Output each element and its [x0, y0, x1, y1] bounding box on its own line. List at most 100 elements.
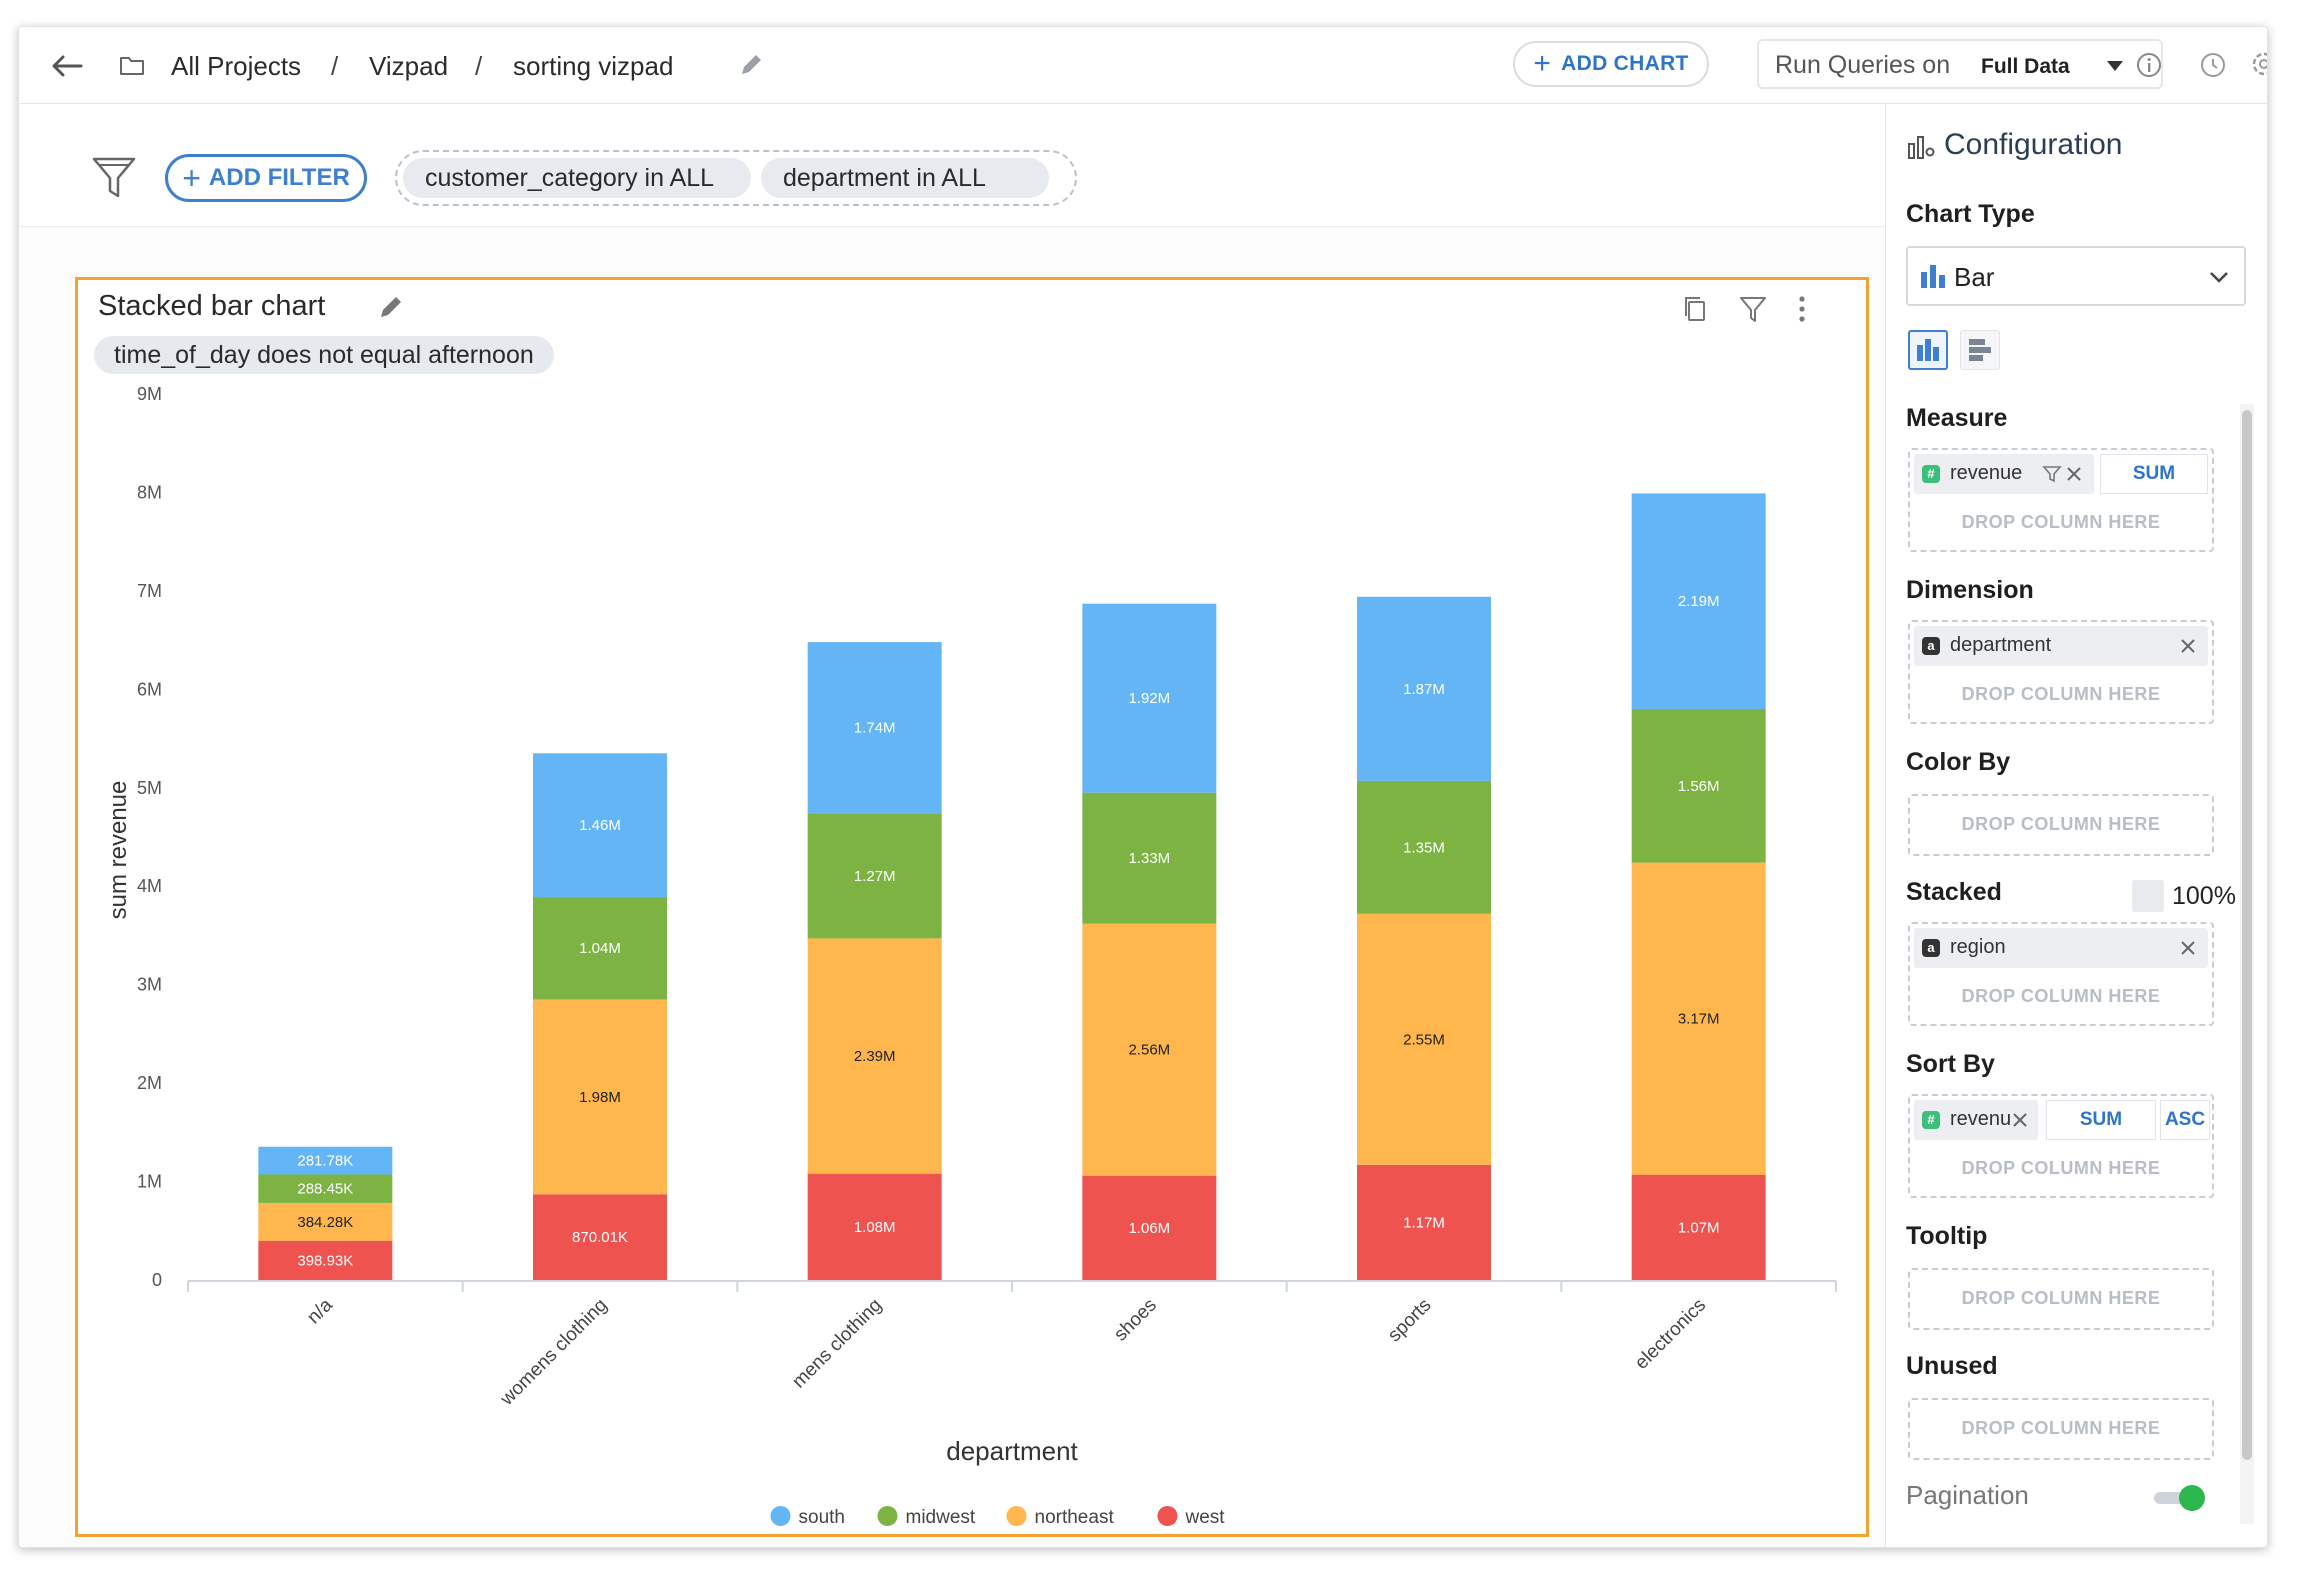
- stacked-dropzone[interactable]: a region DROP COLUMN HERE: [1908, 922, 2214, 1026]
- drop-hint: DROP COLUMN HERE: [1961, 684, 2161, 704]
- x-axis-title: department: [946, 1436, 1078, 1466]
- stacked-bar-chart: 0 1M 2M 3M 4M 5M 6M 7M 8M 9M 398.93K 384.28K 288.45…: [105, 384, 1837, 1528]
- y-tick-label: 6M: [137, 679, 162, 699]
- y-tick-label: 3M: [137, 975, 162, 995]
- bar-segment-south[interactable]: [807, 642, 942, 814]
- bar-segment-south[interactable]: [258, 1146, 393, 1175]
- drop-hint: DROP COLUMN HERE: [1961, 1158, 2161, 1178]
- data-label: 1.06M: [1128, 1220, 1170, 1237]
- bar-segment-midwest[interactable]: [1357, 780, 1491, 914]
- add-chart-button[interactable]: + ADD CHART: [1513, 41, 1709, 87]
- close-icon[interactable]: [2178, 636, 2198, 656]
- measure-pill[interactable]: # revenue SUM: [1914, 454, 2208, 494]
- bar-segment-west[interactable]: [1631, 1174, 1766, 1280]
- chart-card[interactable]: Stacked bar chart time_of_day does not e…: [75, 277, 1869, 1537]
- legend-label-northeast[interactable]: northeast: [1035, 1507, 1115, 1528]
- legend-label-west[interactable]: west: [1185, 1507, 1226, 1528]
- legend-marker-south[interactable]: [770, 1506, 791, 1526]
- filter-chip-department[interactable]: department in ALL: [761, 158, 1049, 198]
- add-filter-label: ADD FILTER: [208, 164, 350, 191]
- bar-segment-south[interactable]: [1631, 493, 1766, 710]
- y-tick-label: 7M: [137, 581, 162, 601]
- bar-segment-west[interactable]: [807, 1173, 942, 1280]
- color-by-dropzone[interactable]: DROP COLUMN HERE: [1908, 794, 2214, 856]
- filter-chip-label: customer_category in ALL: [425, 163, 715, 192]
- bar-segment-northeast[interactable]: [807, 938, 942, 1174]
- bar-segment-south[interactable]: [1082, 603, 1217, 793]
- x-tick-label: electronics: [1631, 1295, 1710, 1374]
- add-filter-button[interactable]: + ADD FILTER: [165, 154, 367, 202]
- info-icon[interactable]: [2135, 51, 2163, 79]
- top-bar: All Projects / Vizpad / sorting vizpad +…: [19, 27, 2267, 104]
- copy-icon[interactable]: [1680, 294, 1710, 324]
- bar-segment-west[interactable]: [258, 1240, 393, 1280]
- breadcrumb-vizpad[interactable]: Vizpad: [369, 51, 449, 81]
- percent-100-label: 100%: [2172, 882, 2236, 910]
- filter-funnel-icon[interactable]: [91, 154, 137, 202]
- legend-marker-west[interactable]: [1157, 1506, 1178, 1526]
- bar-segment-northeast[interactable]: [1631, 862, 1766, 1175]
- bar-segment-northeast[interactable]: [533, 999, 667, 1195]
- filter-chip-customer-category[interactable]: customer_category in ALL: [403, 158, 751, 198]
- unused-dropzone[interactable]: DROP COLUMN HERE: [1908, 1398, 2214, 1460]
- bar-segment-midwest[interactable]: [533, 897, 667, 1000]
- bar-segment-northeast[interactable]: [1357, 913, 1491, 1165]
- bar-segment-west[interactable]: [1082, 1175, 1217, 1280]
- legend-marker-northeast[interactable]: [1006, 1506, 1027, 1526]
- bar-segment-midwest[interactable]: [807, 813, 942, 939]
- data-label: 384.28K: [297, 1214, 353, 1231]
- legend-label-south[interactable]: south: [799, 1507, 845, 1528]
- close-icon[interactable]: [2010, 1110, 2030, 1130]
- bar-segment-midwest[interactable]: [1631, 709, 1766, 863]
- vertical-bar-toggle[interactable]: [1908, 330, 1948, 370]
- edit-pencil-icon[interactable]: [737, 51, 765, 79]
- tooltip-dropzone[interactable]: DROP COLUMN HERE: [1908, 1268, 2214, 1330]
- dimension-pill[interactable]: a department: [1914, 626, 2208, 666]
- bar-segment-northeast[interactable]: [1082, 923, 1217, 1176]
- y-tick-label: 0: [152, 1270, 162, 1290]
- bar-segment-south[interactable]: [533, 753, 667, 898]
- panel-scrollbar-thumb[interactable]: [2242, 410, 2252, 1460]
- dimension-dropzone[interactable]: a department DROP COLUMN HERE: [1908, 620, 2214, 724]
- close-icon[interactable]: [2178, 938, 2198, 958]
- bar-segment-south[interactable]: [1357, 596, 1491, 781]
- bar-segment-midwest[interactable]: [258, 1174, 393, 1203]
- percent-100-checkbox[interactable]: [2132, 880, 2164, 912]
- filter-funnel-icon[interactable]: [1738, 294, 1768, 324]
- more-options-icon[interactable]: [1794, 294, 1810, 324]
- legend-marker-midwest[interactable]: [877, 1506, 898, 1526]
- measure-agg-button[interactable]: SUM: [2100, 454, 2208, 494]
- stacked-pill[interactable]: a region: [1914, 928, 2208, 968]
- sort-by-dropzone[interactable]: # revenue SUM ASC DROP COLUMN HERE: [1908, 1094, 2214, 1198]
- filter-funnel-icon[interactable]: [2042, 464, 2062, 484]
- back-arrow-icon[interactable]: [49, 51, 85, 81]
- chart-legend: south midwest northeast west: [770, 1506, 1226, 1528]
- edit-pencil-icon[interactable]: [376, 292, 406, 322]
- data-label: 281.78K: [297, 1153, 353, 1170]
- bar-segment-midwest[interactable]: [1082, 792, 1217, 924]
- clock-icon[interactable]: [2199, 51, 2227, 79]
- pagination-toggle[interactable]: [2152, 1484, 2208, 1512]
- close-icon[interactable]: [2064, 464, 2084, 484]
- gear-icon[interactable]: [2249, 49, 2268, 79]
- bar-segment-west[interactable]: [533, 1194, 667, 1280]
- horizontal-bar-toggle[interactable]: [1960, 330, 2000, 370]
- bar-segment-northeast[interactable]: [258, 1202, 393, 1241]
- x-tick-label: womens clothing: [496, 1295, 612, 1411]
- sort-agg-button[interactable]: SUM: [2046, 1100, 2156, 1140]
- sort-order-button[interactable]: ASC: [2160, 1100, 2210, 1140]
- data-label: 1.87M: [1403, 681, 1445, 698]
- measure-dropzone[interactable]: # revenue SUM DROP COLUMN HERE: [1908, 448, 2214, 552]
- chart-type-select[interactable]: Bar: [1906, 246, 2246, 306]
- run-queries-label: Run Queries on: [1775, 51, 1951, 79]
- measure-pill-bg: [1914, 454, 2094, 494]
- bar-segment-west[interactable]: [1357, 1164, 1491, 1280]
- chart-filter-chip[interactable]: time_of_day does not equal afternoon: [94, 336, 554, 374]
- sort-pill[interactable]: # revenue SUM ASC: [1914, 1100, 2210, 1140]
- drop-hint: DROP COLUMN HERE: [1961, 512, 2161, 532]
- breadcrumb-all-projects[interactable]: All Projects: [171, 51, 302, 81]
- data-label: 1.92M: [1128, 690, 1170, 707]
- run-queries-select[interactable]: Run Queries on Full Data: [1757, 39, 2163, 89]
- panel-title: Configuration: [1944, 128, 2123, 161]
- legend-label-midwest[interactable]: midwest: [906, 1507, 976, 1528]
